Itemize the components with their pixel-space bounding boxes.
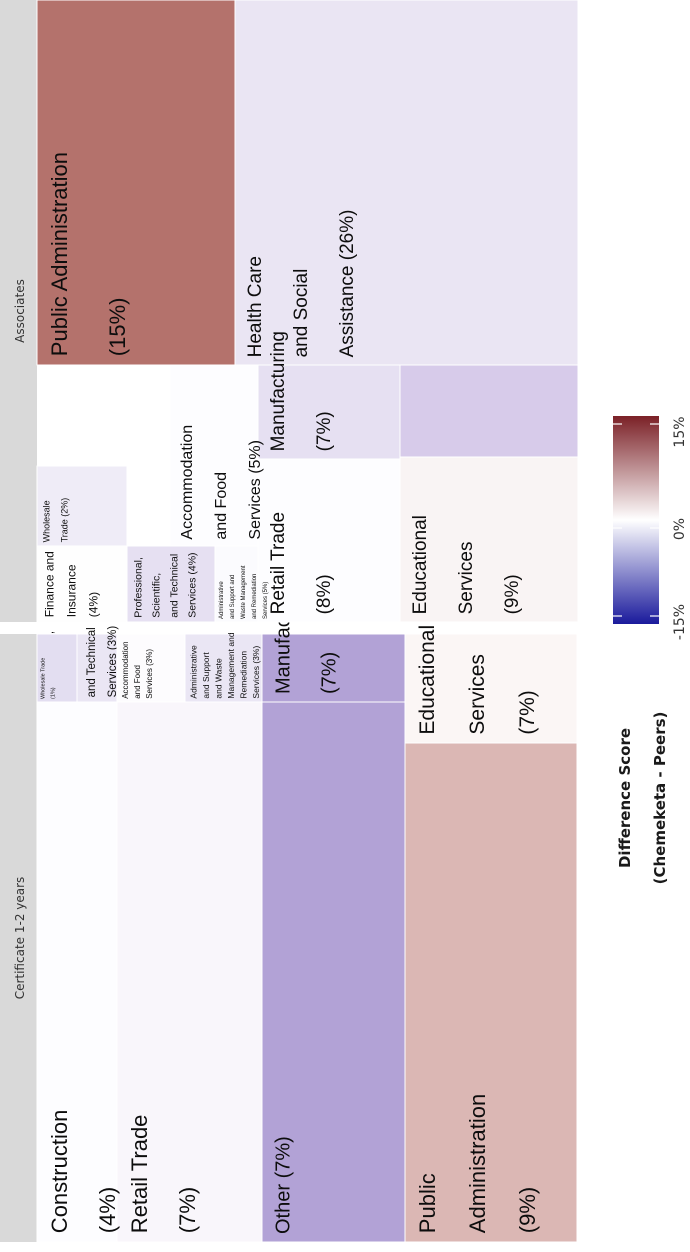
treemap-tile [257,458,401,623]
treemap-tile [214,545,259,623]
tile-label: Insurance [64,564,78,617]
tile-label: Services (5%) [263,582,269,619]
tile-label: Accommodation [179,425,196,540]
tile-label: Services (3%) [107,626,119,698]
treemap-tile [234,0,579,366]
treemap-tile [261,633,406,703]
tile-label: Accommodation [121,641,130,698]
tile-label: Public [415,1173,440,1233]
tiles-associates: Health Care and Social Assistance (26%) Pub… [36,0,579,623]
tile-label: Retail Trade [127,1115,152,1234]
tile-label: (1%) [51,687,57,699]
panel-associates: Associates Health Care and Social Assistan… [0,0,579,623]
treemap-tile [116,633,186,703]
tile-label: Wholesale [41,500,51,542]
treemap-tile [36,633,78,703]
tile-label: Administrative [219,581,225,619]
tile-label: Remediation [239,651,249,699]
tile-label: Assistance (26%) [337,210,358,358]
treemap-tile [404,633,578,744]
tile-label: Services [456,542,477,615]
tile-label: Trade (2%) [59,498,69,543]
tile-label: Administration [465,1094,490,1233]
tile-label: and Social [291,269,312,358]
treemap-tile [36,0,236,366]
tile-label: Services (5%) [247,440,264,540]
treemap-tile [169,364,259,547]
legend-title-line2: (Chemeketa - Peers) [651,712,669,885]
legend: Difference Score (Chemeketa - Peers) -15… [613,416,688,884]
panel-title-associates: Associates [13,279,27,343]
tile-label: (7%) [175,1187,200,1233]
legend-gradient-bar [613,416,659,624]
legend-tick-mid: 0% [672,518,688,540]
tile-label: Professional, [132,557,144,618]
legend-title-line1: Difference Score [616,728,634,868]
tile-label: and Technical [86,627,98,697]
tile-label: and Food [133,665,142,699]
tile-label: (7%) [314,411,335,451]
tile-label: (8%) [314,574,335,614]
tile-label: Retail Trade [268,512,289,614]
tile-label: (15%) [105,298,130,357]
tile-label: Wholesale Trade [41,658,47,699]
tile-label: Finance and [42,551,56,617]
tile-label: and Waste [214,658,224,699]
tile-label: (4%) [95,1187,120,1233]
treemap-tile [36,465,128,547]
tile-label: Educational [410,515,431,614]
tile-label: Services (3%) [251,646,261,699]
tile-label: Waste Management [241,565,247,619]
tile-label: (7%) [318,652,340,694]
tile-label: Services (4%) [186,552,198,617]
tile-label: and Remediation [252,574,258,619]
tile-label: and Food [213,472,230,540]
legend-colorbar [613,416,659,624]
treemap-tile [404,742,578,1243]
legend-tick-high: 15% [672,416,688,447]
legend-tick-low: -15% [672,604,688,640]
tile-label: Public Administration [47,152,72,356]
tile-label: Manufacturing [268,331,289,451]
tile-label: (9%) [502,574,523,614]
tile-label: Services (3%) [145,649,154,699]
tile-label: (9%) [515,1187,540,1233]
tile-label: Scientific, [150,573,162,618]
treemap-tile [261,701,406,1243]
tile-label: and Technical [168,554,180,618]
panel-certificate: Certificate 1-2 years Health Care and So… [0,567,578,1243]
treemap-tile [36,701,118,1243]
treemap-tile [184,633,263,703]
tile-label: and Support [201,652,211,699]
treemap-tile [257,364,401,460]
tile-label: Construction [47,1110,72,1234]
tile-label: Services [466,654,489,735]
tile-label: Health Care [245,256,266,357]
tile-label: Management and [226,632,236,698]
tile-label: Other (7%) [272,1136,294,1234]
tile-label: (7%) [516,690,539,734]
treemap-tile [116,701,263,1243]
tile-label: (4%) [86,592,100,617]
tile-label: Administrative [189,645,199,699]
panel-title-certificate: Certificate 1-2 years [13,877,27,1000]
tile-label: and Support and [230,575,236,619]
panel-strip-associates [0,0,37,622]
tile-label: Educational [416,625,439,735]
panel-strip-certificate [0,634,37,1242]
treemap-tile [399,456,579,623]
treemap-tile [126,545,216,623]
treemap-tile [36,545,128,623]
